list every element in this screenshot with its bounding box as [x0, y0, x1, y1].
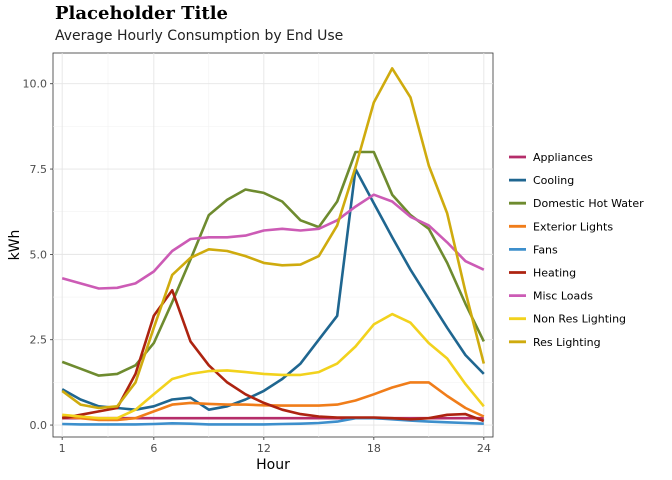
series-line-fans	[62, 416, 484, 426]
y-tick-label: 7.5	[30, 163, 48, 176]
series-line-non-res-lighting	[62, 312, 485, 420]
series-lines	[61, 67, 486, 426]
x-tick-label: 12	[257, 442, 271, 455]
x-axis-title: Hour	[256, 457, 290, 473]
series-line-misc-loads	[61, 193, 485, 290]
chart-subtitle: Average Hourly Consumption by End Use	[55, 28, 344, 44]
plot-panel	[52, 52, 494, 438]
legend-label-appliances: Appliances	[533, 151, 593, 164]
legend-label-fans: Fans	[533, 243, 558, 256]
chart-title: Placeholder Title	[55, 3, 229, 24]
legend-label-exterior-lights: Exterior Lights	[533, 220, 613, 233]
legend-label-misc-loads: Misc Loads	[533, 290, 593, 303]
y-axis-title: kWh	[7, 230, 23, 261]
y-tick-label: 5.0	[30, 248, 48, 261]
legend-label-cooling: Cooling	[533, 174, 574, 187]
axes: 0.0 2.5 5.0 7.5 10.0 1 6 12 18 24	[23, 78, 491, 455]
legend-label-res-lighting: Res Lighting	[533, 336, 601, 349]
series-line-heating	[61, 288, 485, 423]
legend-label-non-res-lighting: Non Res Lighting	[533, 313, 626, 326]
y-tick-label: 0.0	[30, 419, 48, 432]
series-line-cooling	[61, 167, 485, 412]
x-tick-label: 18	[367, 442, 381, 455]
y-tick-label: 10.0	[23, 78, 48, 91]
x-tick-label: 6	[150, 442, 157, 455]
legend: Appliances Cooling Domestic Hot Water Exter…	[509, 151, 644, 349]
legend-label-domestic-hot-water: Domestic Hot Water	[533, 197, 644, 210]
x-tick-label: 1	[59, 442, 66, 455]
legend-label-heating: Heating	[533, 267, 576, 280]
series-line-res-lighting	[61, 67, 486, 410]
x-tick-label: 24	[477, 442, 491, 455]
y-tick-label: 2.5	[30, 334, 48, 347]
